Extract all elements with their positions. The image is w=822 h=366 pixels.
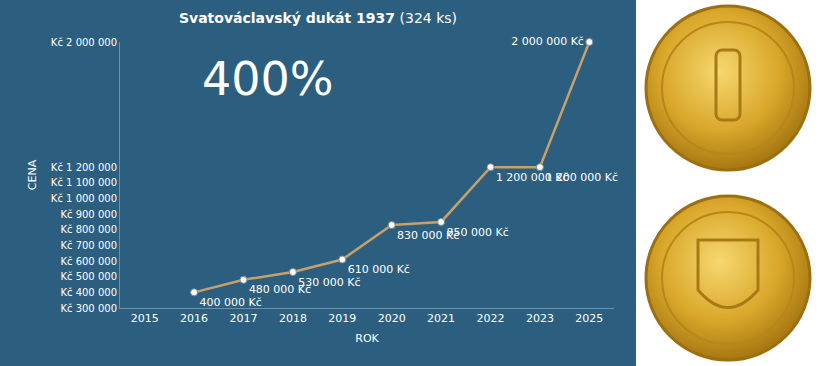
svg-text:Kč 900 000: Kč 900 000 xyxy=(60,209,117,220)
svg-text:2018: 2018 xyxy=(279,312,307,325)
svg-text:1 200 000 Kč: 1 200 000 Kč xyxy=(496,171,569,184)
svg-text:Svatováclavský dukát 1937 (324: Svatováclavský dukát 1937 (324 ks) xyxy=(179,10,457,26)
svg-text:CENA: CENA xyxy=(26,159,39,190)
svg-text:850 000 Kč: 850 000 Kč xyxy=(446,226,508,239)
svg-text:2022: 2022 xyxy=(477,312,505,325)
svg-text:Kč 1 200 000: Kč 1 200 000 xyxy=(51,162,117,173)
svg-text:830 000 Kč: 830 000 Kč xyxy=(397,229,459,242)
svg-text:2015: 2015 xyxy=(131,312,159,325)
svg-text:480 000 Kč: 480 000 Kč xyxy=(249,283,311,296)
svg-text:Kč 1 100 000: Kč 1 100 000 xyxy=(51,177,117,188)
svg-text:2019: 2019 xyxy=(328,312,356,325)
svg-text:2020: 2020 xyxy=(378,312,406,325)
svg-text:2017: 2017 xyxy=(230,312,258,325)
svg-text:610 000 Kč: 610 000 Kč xyxy=(348,263,410,276)
svg-text:2 000 000 Kč: 2 000 000 Kč xyxy=(511,35,584,48)
svg-text:400%: 400% xyxy=(202,52,334,106)
svg-text:Kč 400 000: Kč 400 000 xyxy=(60,287,117,298)
svg-text:Kč 700 000: Kč 700 000 xyxy=(60,240,117,251)
svg-text:2023: 2023 xyxy=(526,312,554,325)
svg-text:2016: 2016 xyxy=(180,312,208,325)
svg-text:Kč 500 000: Kč 500 000 xyxy=(60,271,117,282)
svg-text:2021: 2021 xyxy=(427,312,455,325)
svg-text:2025: 2025 xyxy=(575,312,603,325)
svg-text:Kč 2 000 000: Kč 2 000 000 xyxy=(51,37,117,48)
svg-text:530 000 Kč: 530 000 Kč xyxy=(298,276,360,289)
svg-text:1 200 000 Kč: 1 200 000 Kč xyxy=(545,171,618,184)
svg-text:Kč 600 000: Kč 600 000 xyxy=(60,256,117,267)
svg-text:400 000 Kč: 400 000 Kč xyxy=(199,296,261,309)
svg-text:Kč 1 000 000: Kč 1 000 000 xyxy=(51,193,117,204)
svg-text:ROK: ROK xyxy=(355,332,379,345)
svg-text:Kč 800 000: Kč 800 000 xyxy=(60,224,117,235)
svg-text:Kč 300 000: Kč 300 000 xyxy=(60,303,117,314)
